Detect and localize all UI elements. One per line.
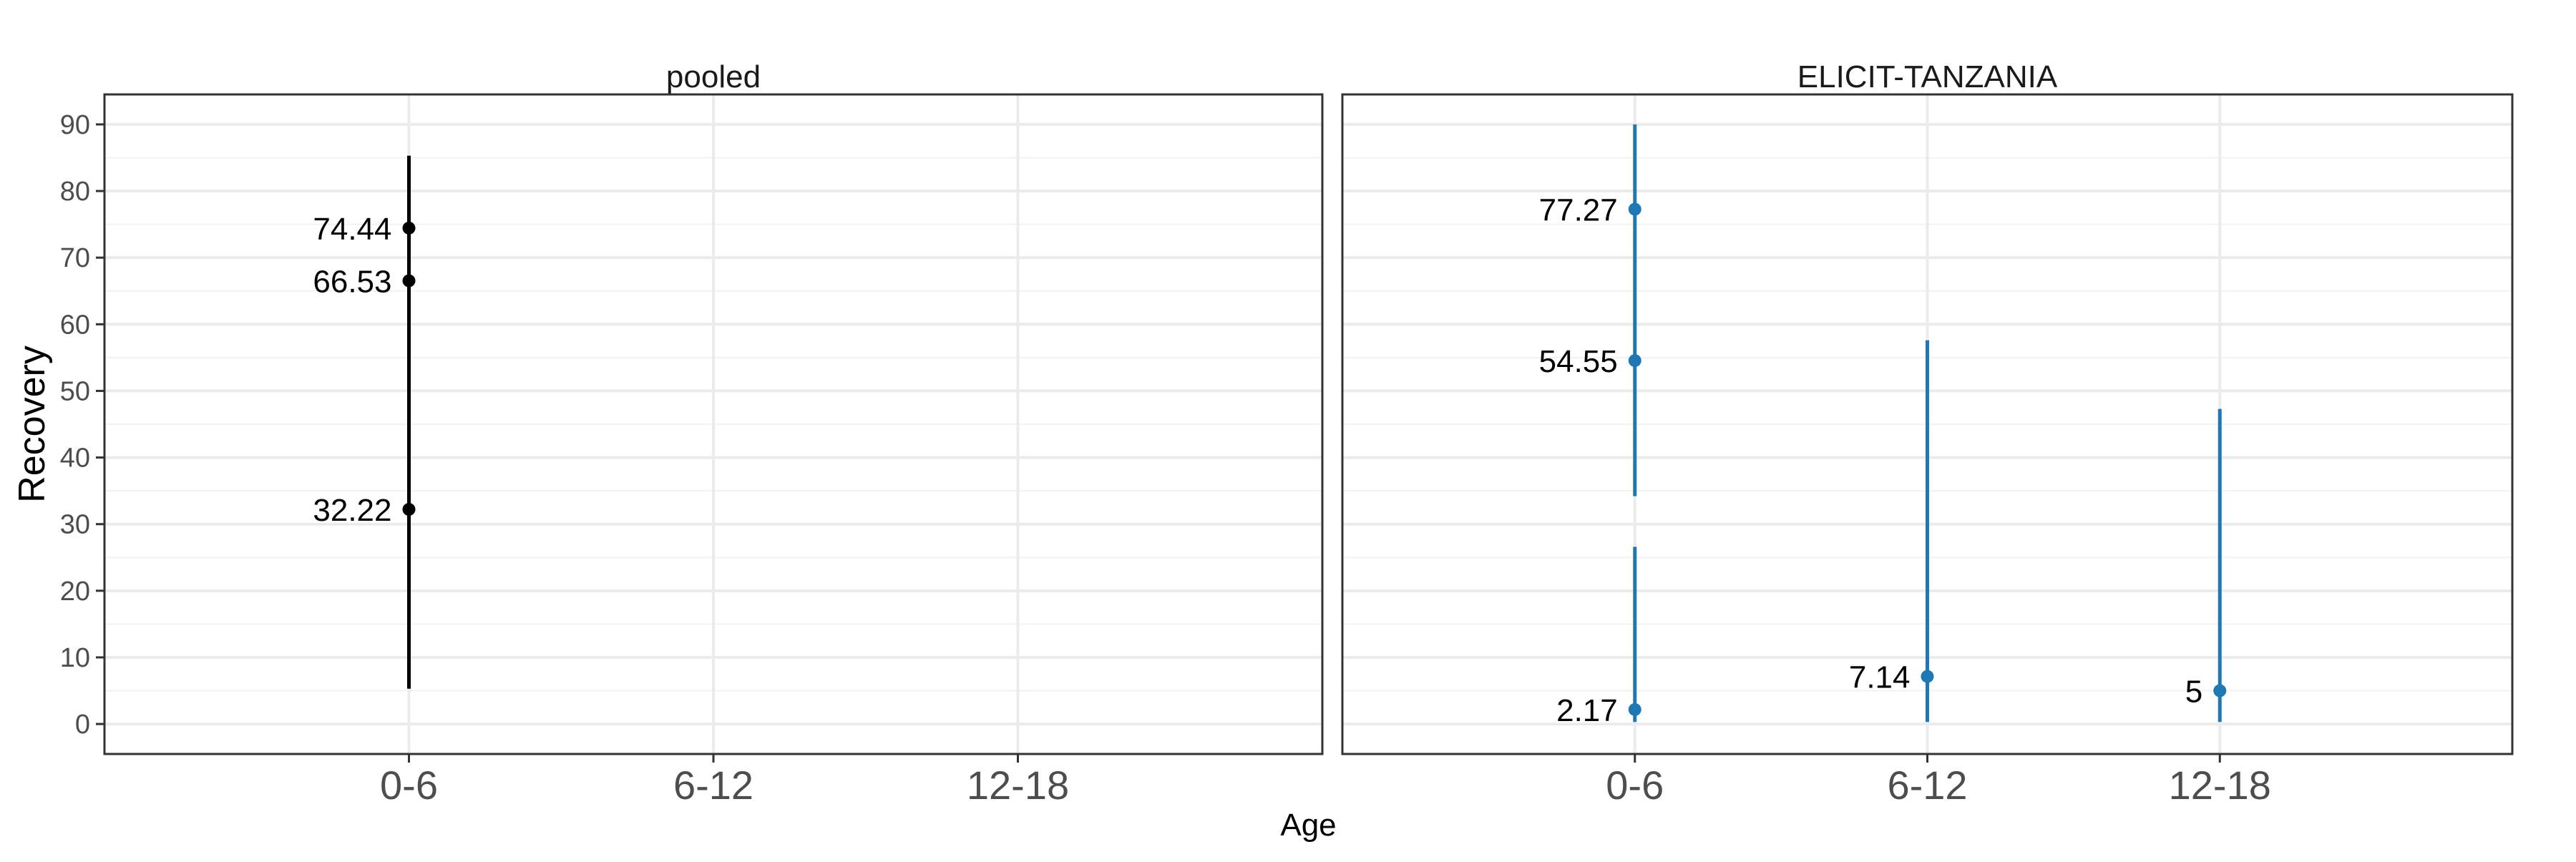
y-tick-label: 40 <box>60 444 90 474</box>
data-point <box>1921 670 1934 683</box>
y-axis-title: Recovery <box>11 346 53 503</box>
data-point <box>1628 202 1641 216</box>
data-label: 32.22 <box>313 493 391 528</box>
y-tick-label: 80 <box>60 177 90 207</box>
data-label: 74.44 <box>313 212 391 247</box>
data-label: 5 <box>2185 675 2202 710</box>
panel-title: pooled <box>666 59 761 94</box>
x-tick-label: 0-6 <box>380 763 438 808</box>
data-point <box>2213 684 2227 697</box>
data-label: 2.17 <box>1556 693 1618 728</box>
data-point <box>1628 702 1641 716</box>
data-label: 54.55 <box>1539 344 1618 379</box>
x-tick-label: 12-18 <box>967 763 1069 808</box>
y-tick-label: 0 <box>75 710 90 740</box>
x-axis-title: Age <box>1280 808 1336 843</box>
y-tick-label: 70 <box>60 243 90 273</box>
y-tick-label: 10 <box>60 643 90 673</box>
panel-title: ELICIT-TANZANIA <box>1797 59 2058 94</box>
data-point <box>402 221 416 235</box>
y-tick-label: 60 <box>60 310 90 340</box>
data-point <box>1628 354 1641 368</box>
y-tick-label: 90 <box>60 110 90 140</box>
y-tick-label: 50 <box>60 376 90 406</box>
data-point <box>402 503 416 516</box>
x-tick-label: 0-6 <box>1606 763 1664 808</box>
data-label: 66.53 <box>313 264 391 299</box>
x-tick-label: 6-12 <box>1887 763 1967 808</box>
y-tick-label: 30 <box>60 510 90 540</box>
data-label: 7.14 <box>1849 660 1911 695</box>
x-tick-label: 6-12 <box>673 763 753 808</box>
x-tick-label: 12-18 <box>2169 763 2271 808</box>
data-label: 77.27 <box>1539 192 1618 227</box>
data-point <box>402 274 416 288</box>
y-tick-label: 20 <box>60 577 90 607</box>
